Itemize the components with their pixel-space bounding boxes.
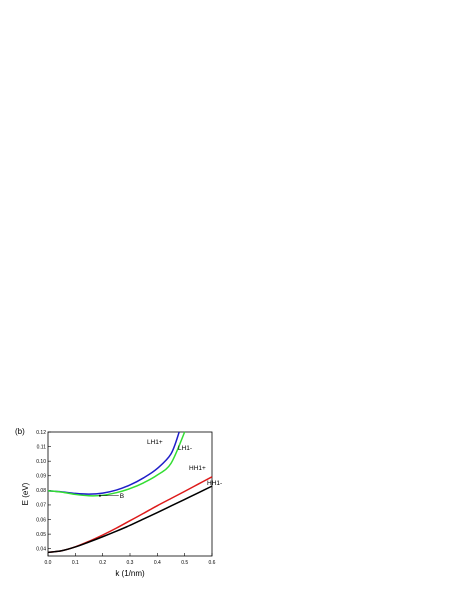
series-labels: LH1+ LH1- HH1+ HH1-	[147, 439, 222, 487]
series-label: LH1-	[178, 445, 192, 452]
y-tick-label: 0.07	[36, 503, 46, 509]
x-tick-label: 0.1	[72, 560, 79, 566]
x-tick-label: 0.3	[127, 560, 134, 566]
y-tick-label: 0.10	[36, 459, 46, 465]
y-tick-label: 0.09	[36, 474, 46, 480]
y-axis-ticks: 0.04 0.05 0.06 0.07 0.08 0.09 0.10 0.11 0.12	[36, 430, 51, 553]
y-tick-label: 0.05	[36, 532, 46, 538]
x-tick-label: 0.4	[154, 560, 161, 566]
y-tick-label: 0.12	[36, 430, 46, 436]
series-line-hh1-	[47, 485, 213, 554]
series-label: HH1-	[207, 480, 222, 487]
panel-label: (b)	[15, 427, 25, 436]
series-line-lh1-	[47, 431, 186, 497]
series-label: LH1+	[147, 439, 163, 446]
annotation-point	[98, 494, 101, 497]
x-tick-label: 0.2	[99, 560, 106, 566]
y-tick-label: 0.06	[36, 517, 46, 523]
series-label: HH1+	[189, 465, 206, 472]
x-tick-label: 0.6	[209, 560, 216, 566]
series-lines	[47, 431, 213, 554]
y-tick-label: 0.08	[36, 488, 46, 494]
y-axis-title: E (eV)	[21, 482, 30, 505]
annotation: B	[98, 493, 124, 500]
annotation-label: B	[120, 493, 124, 500]
y-tick-label: 0.04	[36, 547, 46, 553]
x-axis-ticks: 0.0 0.1 0.2 0.3 0.4 0.5 0.6	[45, 553, 216, 566]
series-line-lh1+	[47, 431, 180, 495]
x-tick-label: 0.5	[181, 560, 188, 566]
y-tick-label: 0.11	[37, 444, 47, 450]
x-tick-label: 0.0	[45, 560, 52, 566]
x-axis-title: k (1/nm)	[115, 569, 145, 578]
